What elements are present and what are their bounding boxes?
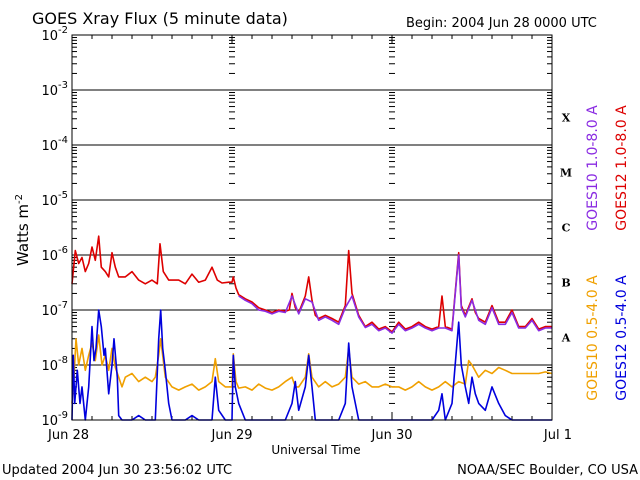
y-tick-label: 10-2: [41, 25, 68, 44]
x-tick-label: Jun 30: [371, 428, 413, 443]
legend-entry: GOES12 0.5-4.0 A: [614, 275, 630, 401]
legend-entry: GOES10 0.5-4.0 A: [585, 275, 601, 401]
x-axis-ticks: Jun 28 Jun 29 Jun 30 Jul 1: [47, 35, 572, 443]
credit-footer: NOAA/SEC Boulder, CO USA: [457, 463, 638, 478]
legend-entry: GOES10 1.0-8.0 A: [585, 105, 601, 231]
y-axis-label: Watts m-2: [14, 194, 32, 266]
x-tick-label: Jul 1: [543, 428, 572, 443]
x-axis-label: Universal Time: [271, 443, 360, 457]
y-tick-label: 10-5: [41, 190, 68, 209]
series-line-1: [238, 254, 552, 334]
flare-class-labels: A B C M X: [560, 112, 572, 345]
series-line-0: [71, 235, 552, 333]
flare-class-label: B: [561, 277, 570, 290]
legend-long-wavelength: GOES10 1.0-8.0 A GOES12 1.0-8.0 A: [585, 105, 630, 231]
series-line-2: [71, 334, 553, 404]
legend-short-wavelength: GOES10 0.5-4.0 A GOES12 0.5-4.0 A: [585, 275, 630, 401]
flare-class-label: X: [562, 112, 571, 125]
x-tick-label: Jun 29: [211, 428, 253, 443]
begin-label: Begin: 2004 Jun 28 0000 UTC: [406, 16, 597, 31]
flare-class-label: A: [561, 332, 571, 345]
x-tick-label: Jun 28: [47, 428, 89, 443]
flare-class-label: M: [560, 167, 572, 180]
y-tick-label: 10-6: [41, 245, 68, 264]
y-axis-ticks: 10-9 10-8 10-7 10-6 10-5 10-4 10-3 10-2: [41, 25, 552, 429]
chart-title: GOES Xray Flux (5 minute data): [32, 9, 288, 28]
legend-entry: GOES12 1.0-8.0 A: [614, 105, 630, 231]
grid-lines: [72, 34, 552, 421]
y-tick-label: 10-9: [41, 410, 68, 429]
y-tick-label: 10-4: [41, 135, 68, 154]
plot-frame: [71, 34, 553, 421]
flare-class-label: C: [562, 222, 571, 235]
updated-footer: Updated 2004 Jun 30 23:56:02 UTC: [2, 463, 232, 478]
y-tick-label: 10-7: [41, 300, 68, 319]
series-lines: [71, 235, 553, 421]
y-tick-label: 10-3: [41, 80, 68, 99]
y-tick-label: 10-8: [41, 355, 68, 374]
